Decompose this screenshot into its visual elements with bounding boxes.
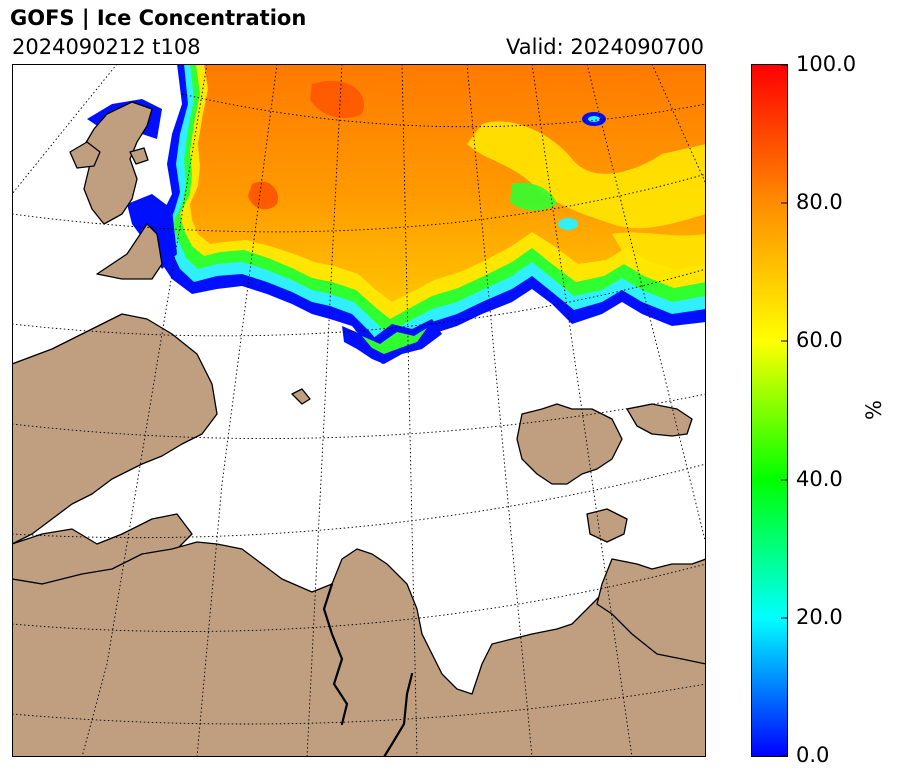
latitude-line: [12, 463, 706, 539]
colorbar-gradient: [751, 64, 788, 757]
ice-cyan-patch: [558, 218, 578, 230]
meridian-line: [81, 64, 208, 757]
land-kolguyev: [291, 388, 311, 405]
land-island-small: [129, 147, 149, 165]
land-vaygach: [586, 508, 628, 543]
ice-red-patch: [248, 181, 278, 210]
land-layer: [12, 101, 706, 757]
meridian-line: [531, 64, 633, 757]
ice-yellow-swirl-2: [612, 232, 706, 271]
colorbar-tick-label: 60.0: [796, 328, 843, 352]
meridian-line: [466, 64, 533, 757]
colorbar-unit-label: %: [861, 400, 886, 420]
land-kvitoya: [96, 223, 163, 280]
latitude-line: [12, 683, 706, 725]
colorbar-tick-label: 40.0: [796, 467, 843, 491]
latitude-line: [12, 563, 706, 632]
colorbar-tick-label: 80.0: [796, 190, 843, 214]
model-run-label: 2024090212 t108: [12, 35, 201, 59]
map-frame: [12, 64, 706, 757]
ice-red-patch-2: [310, 80, 364, 119]
valid-time-label: Valid: 2024090700: [506, 35, 704, 59]
ice-low-patch-core: [588, 116, 600, 122]
ice-pack-orange: [190, 64, 706, 302]
colorbar-tick-label: 0.0: [796, 743, 830, 767]
land-novaya-zemlya-north: [516, 403, 623, 485]
land-yamal: [596, 558, 706, 665]
ice-green-patch: [510, 182, 557, 211]
sea-ice-layer: [87, 64, 706, 364]
land-svalbard-north: [69, 141, 101, 169]
map-title: GOFS | Ice Concentration: [10, 6, 307, 30]
latitude-line: [12, 173, 706, 233]
ice-yellow-swirl: [467, 121, 706, 229]
river-layer: [322, 582, 414, 757]
meridian-line: [586, 64, 706, 545]
ice-concentration-map: [12, 64, 706, 757]
ice-tongue-inner: [362, 328, 427, 354]
land-novaya-zemlya-east: [626, 403, 693, 437]
meridian-line: [196, 64, 278, 757]
graticule-layer: [12, 64, 706, 757]
colorbar: [751, 64, 788, 757]
river-ob: [382, 672, 414, 757]
river-pechora: [322, 582, 349, 726]
land-scandinavia: [12, 313, 218, 545]
colorbar-tick-label: 100.0: [796, 52, 857, 76]
latitude-line: [12, 393, 706, 439]
colorbar-tick-label: 20.0: [796, 605, 843, 629]
